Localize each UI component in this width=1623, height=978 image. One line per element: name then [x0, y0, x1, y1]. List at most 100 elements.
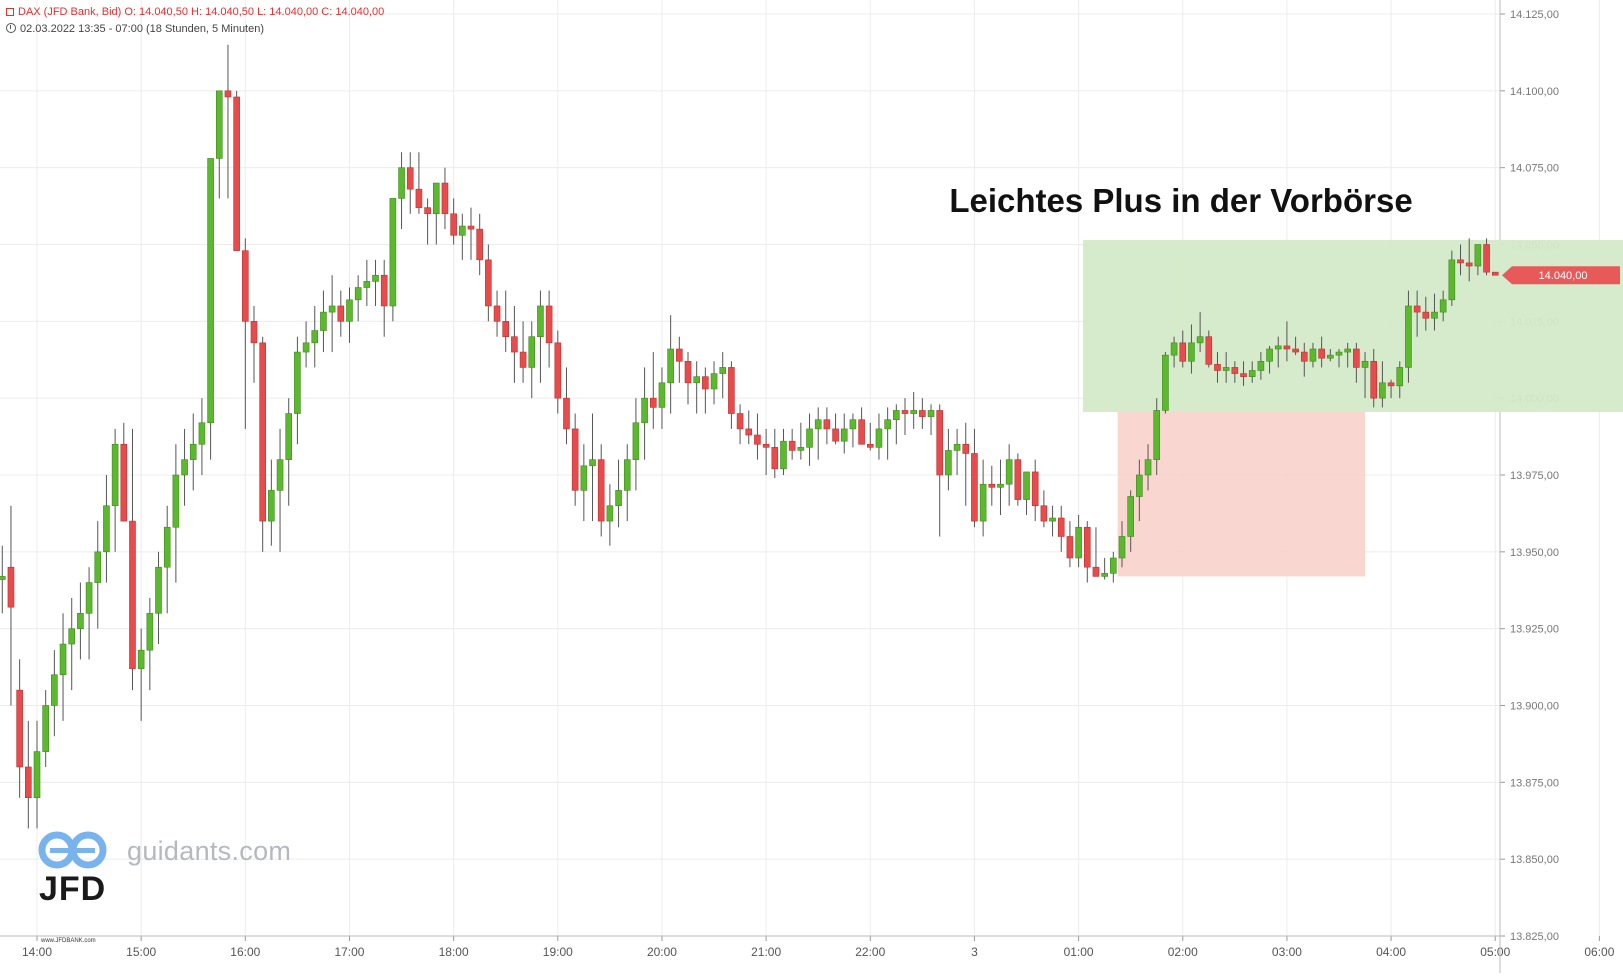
candle-down: [728, 367, 735, 414]
y-tick-label: 14.075,00: [1510, 163, 1559, 175]
candle-up: [198, 422, 206, 445]
x-tick-label: 3: [971, 945, 978, 959]
candle-down: [259, 342, 266, 522]
candle-down: [736, 413, 744, 430]
candle-down: [971, 453, 978, 522]
candle-up: [1266, 348, 1273, 362]
y-tick-label: 13.900,00: [1510, 701, 1559, 713]
x-tick-label: 20:00: [647, 945, 677, 959]
candle-up: [311, 330, 319, 344]
guidants-logo-icon: [38, 831, 107, 869]
y-tick-label: 14.100,00: [1510, 86, 1559, 98]
jfd-logo-text: JFD: [39, 870, 107, 908]
candle-down: [597, 459, 605, 522]
candle-down: [762, 443, 770, 448]
candle-up: [1162, 354, 1169, 411]
candle-up: [189, 443, 197, 460]
candle-down: [467, 225, 475, 230]
candle-down: [962, 443, 970, 454]
candle-up: [51, 674, 58, 706]
candle-up: [641, 397, 648, 424]
candle-down: [649, 397, 657, 408]
candle-down: [1066, 536, 1074, 559]
candle-down: [1083, 526, 1091, 568]
candle-up: [528, 336, 536, 368]
y-tick-label: 13.875,00: [1510, 777, 1559, 789]
candle-up: [693, 376, 700, 384]
brand-site-text: guidants.com: [127, 836, 292, 866]
candle-up: [320, 311, 327, 331]
candle-down: [415, 188, 423, 208]
candle-up: [1361, 360, 1369, 368]
candle-up: [0, 576, 6, 580]
candle-up: [155, 566, 162, 614]
candle-up: [927, 410, 935, 417]
candle-down: [788, 440, 796, 451]
candle-up: [1110, 557, 1117, 574]
candle-down: [511, 336, 518, 353]
candle-down: [1387, 382, 1395, 387]
candle-up: [68, 628, 76, 645]
x-tick-label: 06:00: [1584, 945, 1614, 959]
candle-up: [294, 351, 301, 414]
candle-down: [1179, 342, 1187, 362]
candle-up: [979, 483, 987, 522]
y-tick-label: 13.975,00: [1510, 470, 1559, 482]
candle-up: [172, 474, 180, 528]
candle-up: [94, 551, 102, 583]
candle-up: [1257, 360, 1265, 371]
candle-up: [285, 413, 293, 460]
candle-up: [997, 483, 1004, 488]
candle-up: [207, 158, 214, 424]
candle-up: [77, 612, 84, 629]
candle-up: [875, 428, 883, 448]
candle-down: [250, 321, 258, 344]
candle-up: [1188, 342, 1195, 362]
candle-down: [1370, 360, 1378, 399]
candle-up: [884, 419, 891, 430]
candle-up: [137, 649, 145, 669]
x-tick-label: 05:00: [1480, 945, 1510, 959]
candle-up: [1344, 348, 1351, 353]
candle-down: [1231, 367, 1239, 374]
x-tick-label: 01:00: [1064, 945, 1094, 959]
candle-down: [1205, 336, 1213, 365]
candle-down: [858, 419, 865, 445]
candle-down: [1483, 244, 1490, 273]
candle-up: [1248, 370, 1256, 377]
candle-down: [129, 520, 136, 669]
candle-up: [1170, 342, 1178, 356]
candle-down: [1031, 471, 1039, 507]
time-range-header: 02.03.2022 13:35 - 07:00 (18 Stunden, 5 …: [6, 22, 264, 35]
candle-down: [1292, 348, 1299, 353]
candle-up: [797, 447, 805, 451]
clock-icon: [6, 23, 16, 33]
candle-up: [658, 382, 666, 408]
candle-up: [1448, 259, 1456, 301]
candle-up: [1005, 459, 1013, 485]
candle-down: [1014, 459, 1022, 500]
candle-up: [1075, 526, 1082, 559]
candle-up: [1196, 336, 1204, 344]
candle-up: [276, 459, 284, 491]
last-price-tag: [1502, 266, 1620, 285]
candle-up: [389, 198, 397, 307]
candle-up: [667, 348, 674, 384]
candle-down: [866, 443, 874, 448]
candle-down: [754, 434, 761, 445]
candle-up: [111, 443, 119, 507]
candle-up: [432, 182, 440, 215]
candle-up: [814, 419, 822, 430]
x-tick-label: 22:00: [855, 945, 885, 959]
candle-up: [42, 705, 49, 752]
x-tick-label: 21:00: [751, 945, 781, 959]
candle-up: [1222, 367, 1230, 371]
candle-down: [745, 428, 753, 436]
candle-up: [1474, 244, 1482, 267]
candle-down: [493, 305, 501, 322]
y-tick-label: 13.850,00: [1510, 854, 1559, 866]
candle-up: [710, 373, 718, 390]
candle-up: [806, 428, 813, 448]
